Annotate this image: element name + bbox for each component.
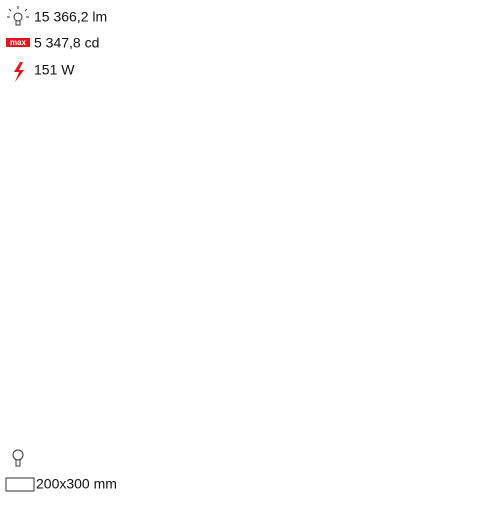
max-icon: max: [6, 38, 30, 47]
power-icon: [14, 62, 24, 82]
size-icon: [5, 477, 35, 492]
power: 151 W: [34, 62, 75, 78]
flux: 15 366,2 lm: [34, 9, 107, 25]
max-intensity: 5 347,8 cd: [34, 35, 99, 51]
dimensions: 200x300 mm: [36, 476, 117, 492]
bulb-icon: [12, 449, 24, 467]
svg-text:max: max: [10, 38, 27, 47]
lamp-icon: [7, 6, 29, 26]
